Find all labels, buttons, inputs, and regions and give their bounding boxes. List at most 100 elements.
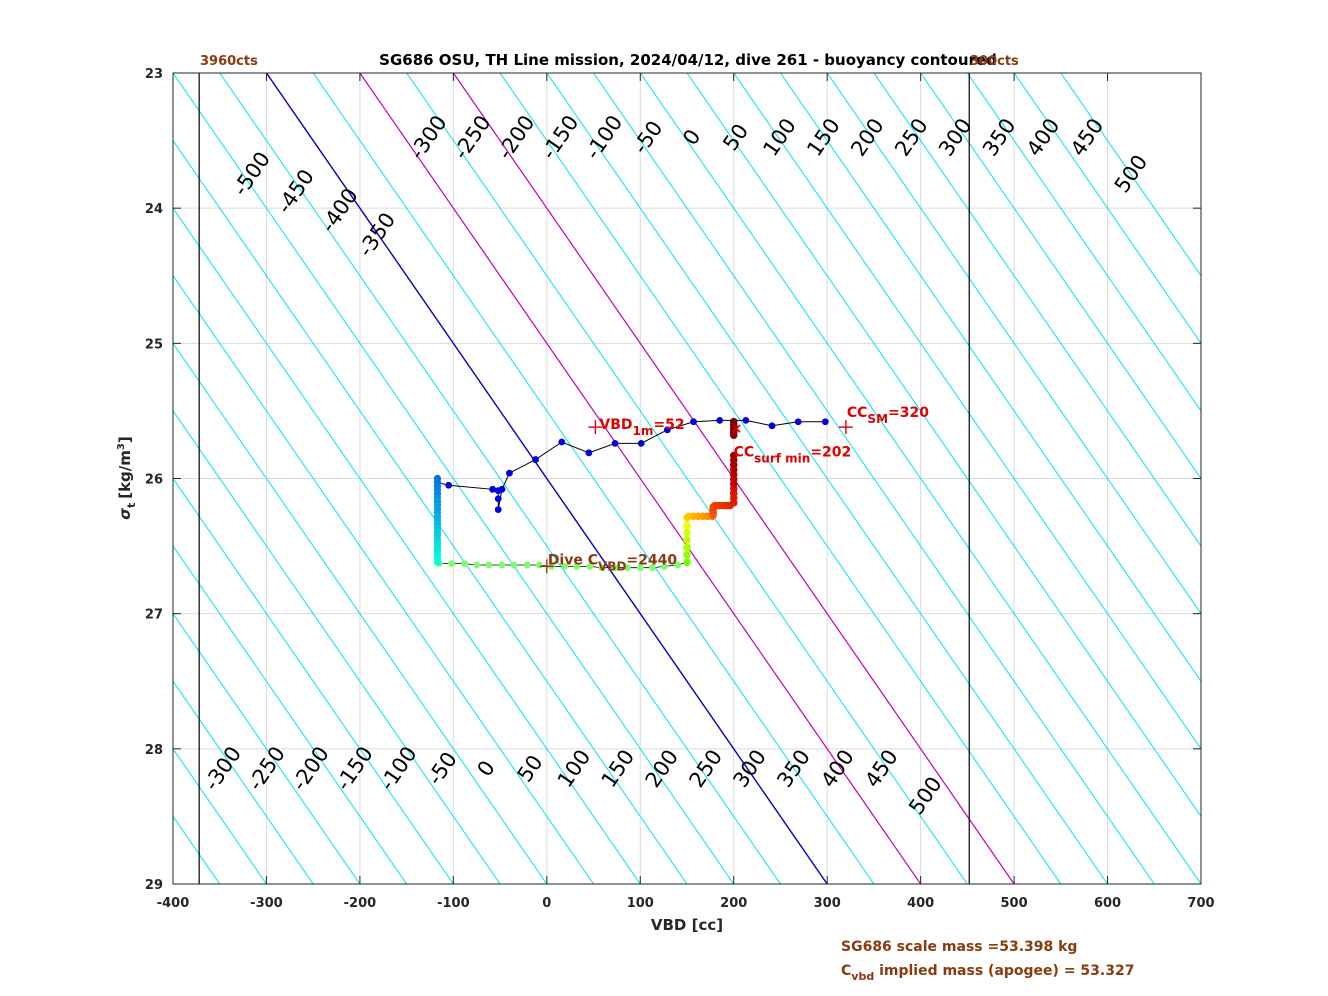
- contour-label: -100: [375, 742, 422, 795]
- climb-point: [674, 561, 682, 569]
- contour-label: 200: [641, 745, 684, 792]
- footer-scale-mass: SG686 scale mass =53.398 kg: [841, 939, 1077, 955]
- climb-color-point: [683, 528, 691, 537]
- climb-color-point: [729, 417, 738, 426]
- contour-label: -300: [405, 111, 452, 164]
- contour-line: [966, 73, 1201, 412]
- dive-point: [611, 439, 619, 447]
- x-tick-label: 600: [1094, 896, 1121, 911]
- contour-label: -250: [449, 111, 496, 164]
- climb-point: [661, 562, 668, 570]
- corner-label-right: 300cts: [970, 54, 1019, 69]
- contour-label: -50: [628, 116, 667, 158]
- contour-label: 50: [513, 751, 548, 787]
- contour-line: [173, 342, 548, 884]
- climb-point: [598, 564, 606, 572]
- contour-line: [499, 73, 1062, 884]
- y-tick-label: 23: [145, 67, 163, 82]
- cc-surf-min-label-prefix: CC: [734, 445, 755, 461]
- footer-implied-suffix: implied mass (apogee) = 53.327: [874, 963, 1134, 979]
- x-tick-label: 200: [720, 896, 747, 911]
- y-axis-label-sup: 3: [116, 443, 127, 450]
- climb-point: [623, 564, 631, 572]
- dive-point: [532, 456, 540, 463]
- contour-line: [546, 73, 1108, 884]
- y-tick-label: 29: [145, 878, 163, 893]
- contour-line: [826, 73, 1201, 615]
- contour-label: -150: [331, 742, 378, 795]
- dive-point: [494, 495, 502, 503]
- climb-point: [636, 564, 644, 572]
- contour-label: 100: [758, 114, 801, 161]
- contour-label: 500: [904, 772, 947, 819]
- cc-surf-min-marker: ×: [731, 421, 743, 437]
- contour-line-zero: [265, 73, 828, 884]
- contour-line: [733, 73, 1201, 750]
- contour-label: 350: [772, 745, 815, 792]
- contour-line: [173, 410, 501, 884]
- contour-line: [173, 545, 408, 884]
- contour-label: -250: [243, 742, 290, 795]
- contour-line: [173, 274, 594, 884]
- dive-point: [494, 487, 502, 495]
- climb-point: [573, 562, 581, 570]
- contour-label: -450: [272, 165, 319, 218]
- cc-sm-label-sub: SM: [867, 412, 888, 426]
- climb-point: [485, 561, 493, 569]
- contour-label: 450: [1066, 114, 1109, 161]
- contour-label: 150: [597, 745, 640, 792]
- contour-label: 0: [678, 125, 705, 150]
- contour-line: [173, 207, 641, 884]
- contour-line-magenta: [359, 73, 922, 884]
- dive-point: [794, 418, 802, 426]
- contour-label: -500: [228, 147, 275, 200]
- x-tick-label: 400: [907, 896, 934, 911]
- y-tick-label: 25: [145, 337, 163, 352]
- x-tick-label: 700: [1187, 896, 1214, 911]
- vbd-limit-lines: [198, 73, 970, 884]
- contour-label: 450: [860, 745, 903, 792]
- dive-point: [663, 426, 671, 434]
- x-tick-label: -300: [250, 896, 283, 911]
- climb-point: [649, 564, 656, 572]
- x-tick-label: 300: [814, 896, 841, 911]
- axis-ticks: -400 -300 -200 -100 0 100 200 300 400 500 600 70023…: [145, 67, 1215, 911]
- vbd-1m-label-prefix: VBD: [599, 417, 632, 433]
- vbd-1m-label-sub: 1m: [633, 424, 654, 438]
- footer-implied-sub: vbd: [851, 970, 874, 983]
- climb-color-point: [683, 543, 691, 552]
- y-tick-label: 24: [145, 202, 163, 217]
- cc-sm-label: CCSM=320: [847, 405, 929, 426]
- climb-point: [586, 562, 594, 570]
- buoyancy-contours: [173, 73, 1201, 884]
- cc-surf-min-label-sub: surf min: [754, 452, 810, 466]
- dive-point: [494, 506, 502, 513]
- climb-color-point: [683, 536, 691, 544]
- contour-label: 150: [802, 114, 845, 161]
- contour-line: [593, 73, 1155, 884]
- x-tick-label: -100: [437, 896, 470, 911]
- dive-point: [585, 449, 593, 457]
- contour-label: 500: [1110, 150, 1153, 197]
- contour-label: -300: [199, 742, 246, 795]
- climb-point: [535, 561, 543, 569]
- climb-point: [561, 562, 568, 570]
- x-tick-label: 500: [1001, 896, 1028, 911]
- climb-point: [461, 560, 468, 568]
- climb-point: [523, 561, 531, 569]
- contour-line: [780, 73, 1201, 683]
- climb-point: [510, 561, 518, 569]
- dive-point: [742, 416, 750, 424]
- contour-label: 300: [728, 745, 771, 792]
- contour-line: [686, 73, 1201, 818]
- dive-point: [690, 418, 697, 426]
- climb-point: [448, 560, 455, 568]
- vbd-1m-label: VBD1m=52: [599, 417, 684, 438]
- contour-label: -350: [353, 208, 400, 261]
- climb-color-point: [683, 558, 691, 567]
- dive-cvbd-label-suffix: =2440: [626, 552, 677, 568]
- y-axis-label-main: σ: [116, 508, 134, 520]
- chart-title: SG686 OSU, TH Line mission, 2024/04/12, …: [379, 51, 997, 69]
- x-tick-label: 0: [542, 896, 551, 911]
